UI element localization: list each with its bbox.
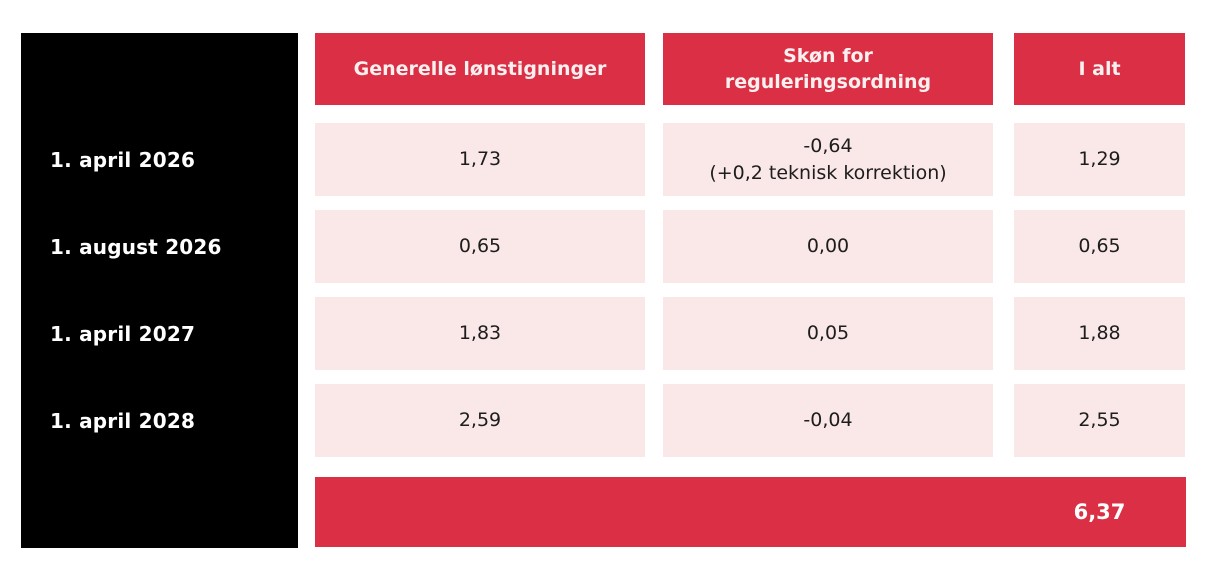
cell-ialt-2028-april: 2,55: [1014, 384, 1185, 457]
col-header-skon-for-reguleringsordning: Skøn for reguleringsordning: [663, 33, 993, 105]
cell-value: -0,64: [803, 134, 853, 157]
cell-generelle-2028-april: 2,59: [315, 384, 645, 457]
cell-value: 1,88: [1078, 322, 1121, 344]
cell-generelle-2026-august: 0,65: [315, 210, 645, 283]
cell-skon-2027-april: 0,05: [663, 297, 993, 370]
cell-ialt-2026-august: 0,65: [1014, 210, 1185, 283]
cell-skon-2026-august: 0,00: [663, 210, 993, 283]
row-label-1-april-2027: 1. april 2027: [50, 321, 196, 346]
cell-value: 1,73: [458, 148, 502, 170]
row-label-column: 1. april 2026 1. august 2026 1. april 20…: [21, 33, 298, 548]
cell-ialt-2026-april: 1,29: [1014, 123, 1185, 196]
cell-value: -0,04: [803, 409, 853, 431]
col-header-i-alt: I alt: [1014, 33, 1185, 105]
cell-value: 0,65: [458, 235, 502, 257]
col-header-label: I alt: [1078, 58, 1121, 80]
cell-generelle-2027-april: 1,83: [315, 297, 645, 370]
cell-skon-2026-april: -0,64 (+0,2 teknisk korrektion): [663, 123, 993, 196]
row-label-1-august-2026: 1. august 2026: [50, 234, 222, 259]
cell-generelle-2026-april: 1,73: [315, 123, 645, 196]
cell-value: 0,00: [806, 235, 850, 257]
cell-value: 2,59: [458, 409, 502, 431]
cell-value: 1,83: [458, 322, 502, 344]
col-header-label: Skøn for reguleringsordning: [724, 45, 932, 93]
cell-ialt-2027-april: 1,88: [1014, 297, 1185, 370]
cell-value: 0,05: [806, 322, 850, 344]
cell-value: 2,55: [1078, 409, 1121, 431]
total-row-bar: 6,37: [315, 477, 1186, 547]
cell-value: 0,65: [1078, 235, 1121, 257]
row-label-1-april-2026: 1. april 2026: [50, 147, 196, 172]
row-label-1-april-2028: 1. april 2028: [50, 408, 196, 433]
col-header-label: Generelle lønstigninger: [353, 58, 607, 80]
cell-note: (+0,2 teknisk korrektion): [709, 161, 947, 184]
total-value: 6,37: [1073, 500, 1126, 524]
cell-value: 1,29: [1078, 148, 1121, 170]
col-header-generelle-lonstigninger: Generelle lønstigninger: [315, 33, 645, 105]
cell-skon-2028-april: -0,04: [663, 384, 993, 457]
